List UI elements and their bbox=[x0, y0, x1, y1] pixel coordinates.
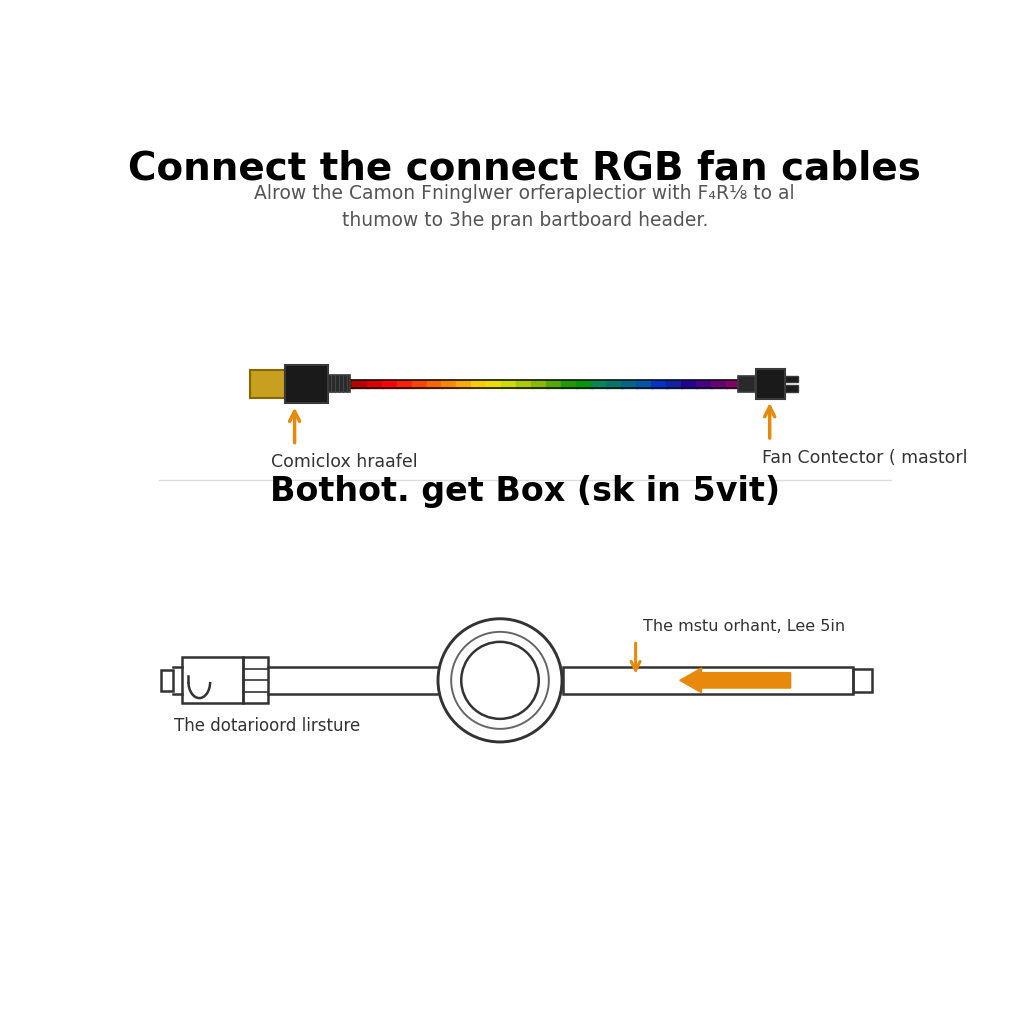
Bar bbox=[531, 380, 548, 388]
Bar bbox=[516, 380, 532, 388]
Bar bbox=[243, 657, 267, 703]
Bar bbox=[502, 380, 518, 388]
Text: Bothot. get Box (sk in 5vit): Bothot. get Box (sk in 5vit) bbox=[269, 475, 780, 508]
Bar bbox=[726, 380, 742, 388]
Bar bbox=[622, 380, 638, 388]
Bar bbox=[471, 380, 487, 388]
Bar bbox=[853, 669, 872, 692]
Text: The dotarioord lirsture: The dotarioord lirsture bbox=[174, 718, 360, 735]
Bar bbox=[651, 380, 668, 388]
Text: Alrow the Camon Fninglwer orferaplectior with F₄R⅛ to al
thumow to 3he pran bart: Alrow the Camon Fninglwer orferaplectior… bbox=[255, 184, 795, 229]
Bar bbox=[382, 380, 398, 388]
Bar bbox=[351, 380, 369, 388]
Bar bbox=[486, 380, 503, 388]
Bar bbox=[591, 380, 607, 388]
Text: Fan Contector ( mastorl: Fan Contector ( mastorl bbox=[762, 449, 968, 467]
FancyArrow shape bbox=[680, 668, 791, 692]
Bar bbox=[563, 667, 853, 694]
Bar bbox=[328, 376, 349, 392]
Bar bbox=[251, 370, 289, 397]
Bar bbox=[561, 380, 578, 388]
Bar bbox=[457, 380, 473, 388]
Text: Comiclox hraafel: Comiclox hraafel bbox=[271, 454, 418, 471]
Bar bbox=[337, 380, 353, 388]
Bar bbox=[636, 380, 652, 388]
Bar bbox=[412, 380, 428, 388]
Bar bbox=[785, 376, 798, 382]
Bar bbox=[577, 380, 593, 388]
Bar bbox=[427, 380, 443, 388]
Bar bbox=[182, 657, 243, 703]
Bar bbox=[161, 670, 173, 691]
Bar bbox=[681, 380, 697, 388]
Bar bbox=[756, 370, 785, 398]
Bar bbox=[738, 376, 755, 391]
Text: The mstu orhant, Lee 5in: The mstu orhant, Lee 5in bbox=[643, 620, 846, 634]
Bar bbox=[696, 380, 713, 388]
Bar bbox=[286, 365, 328, 403]
Bar bbox=[441, 380, 458, 388]
Bar bbox=[606, 380, 623, 388]
Bar bbox=[711, 380, 727, 388]
Bar bbox=[367, 380, 383, 388]
Text: Connect the connect RGB fan cables: Connect the connect RGB fan cables bbox=[128, 150, 922, 187]
Bar bbox=[546, 380, 563, 388]
Bar bbox=[740, 380, 758, 388]
Bar bbox=[785, 385, 798, 392]
Bar bbox=[666, 380, 682, 388]
Bar bbox=[322, 380, 338, 388]
Bar bbox=[396, 380, 413, 388]
